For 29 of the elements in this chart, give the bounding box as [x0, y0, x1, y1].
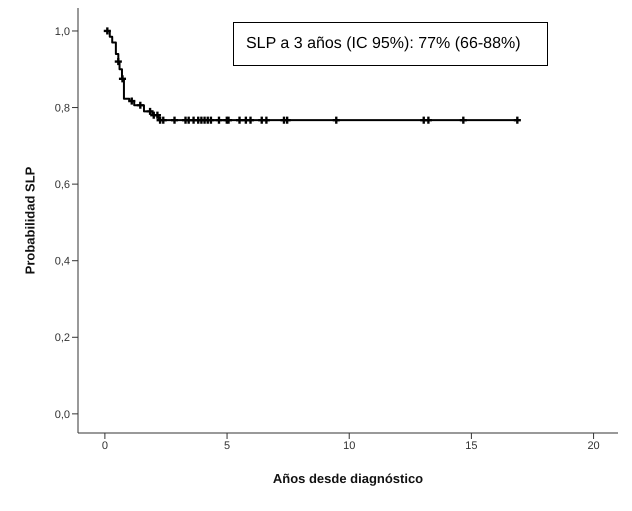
x-tick-label: 5 — [224, 440, 230, 452]
y-tick-label: 1,0 — [54, 26, 70, 38]
x-tick-label: 15 — [465, 440, 478, 452]
y-axis-title: Probabilidad SLP — [22, 166, 38, 274]
point — [236, 116, 244, 124]
point — [246, 116, 254, 124]
point — [215, 116, 223, 124]
x-tick-label: 0 — [102, 440, 108, 452]
y-tick-label: 0,6 — [54, 179, 70, 192]
y-tick-label: 0,8 — [54, 102, 70, 114]
point — [146, 108, 154, 115]
point — [128, 97, 136, 105]
point — [262, 116, 270, 124]
point — [514, 116, 521, 124]
y-tick-label: 0,4 — [54, 256, 70, 268]
x-tick-label: 20 — [587, 440, 600, 452]
point — [460, 116, 467, 124]
point — [114, 58, 122, 66]
point — [170, 116, 178, 124]
x-tick-label: 10 — [343, 440, 356, 452]
point — [332, 116, 340, 124]
x-axis-title: Años desde diagnóstico — [272, 471, 424, 486]
y-tick-label: 0,2 — [54, 332, 70, 344]
y-tick-label: 0,0 — [54, 408, 70, 421]
point — [424, 116, 432, 124]
point — [136, 102, 144, 109]
point — [118, 75, 126, 82]
annotation: SLP a 3 años (IC 95%): 77% (66-88%) — [233, 22, 548, 66]
point — [104, 27, 111, 35]
